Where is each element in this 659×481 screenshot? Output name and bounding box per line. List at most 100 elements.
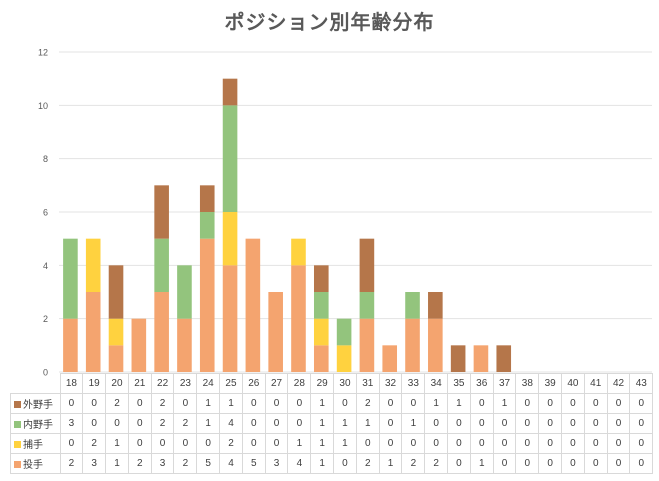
table-cell: 0: [447, 413, 471, 434]
x-tick-label: 27: [264, 373, 289, 394]
y-tick-label: 0: [43, 368, 48, 378]
x-tick-label: 25: [219, 373, 243, 394]
bar-segment-29-2: [313, 292, 329, 319]
table-cell: 0: [173, 393, 198, 414]
table-cell: 0: [515, 393, 540, 414]
bar-segment-29-0: [313, 345, 329, 372]
bar-segment-25-3: [222, 78, 238, 106]
y-tick-label: 2: [43, 314, 48, 324]
table-cell: 0: [561, 393, 585, 414]
legend-label: 投手: [23, 460, 43, 471]
table-cell: 0: [127, 433, 152, 454]
table-cell: 2: [355, 453, 380, 474]
x-tick-label: 18: [59, 373, 84, 394]
table-cell: 0: [82, 413, 107, 434]
table-cell: 0: [401, 393, 426, 414]
table-cell: 0: [105, 413, 129, 434]
table-cell: 0: [241, 413, 266, 434]
table-cell: 0: [264, 393, 289, 414]
table-cell: 1: [196, 393, 221, 414]
table-cell: 0: [606, 453, 631, 474]
legend-key: [14, 421, 21, 428]
bar-segment-22-3: [154, 185, 169, 239]
table-cell: 0: [264, 433, 289, 454]
bar-segment-21-0: [131, 318, 147, 372]
table-cell: 0: [287, 413, 312, 434]
table-cell: 1: [469, 453, 494, 474]
bar-segment-30-1: [336, 345, 352, 372]
table-cell: 0: [561, 413, 585, 434]
table-row: 外野手 0 0 2 0 2 0 1 1 0 0 0 1 0 2 0 0 1 1 0 1 0 0 0 0 0 0: [10, 393, 654, 414]
table-cell: 3: [59, 413, 84, 434]
bar-segment-28-1: [291, 238, 306, 266]
legend-entry: 捕手: [10, 433, 61, 454]
table-cell: 2: [150, 393, 175, 414]
table-cell: 2: [59, 453, 84, 474]
table-cell: 2: [150, 413, 175, 434]
table-cell: 0: [241, 433, 266, 454]
table-cell: 1: [333, 433, 357, 454]
table-cell: 0: [469, 413, 494, 434]
table-cell: 5: [241, 453, 266, 474]
bar-segment-18-2: [63, 238, 78, 319]
table-cell: 0: [515, 453, 540, 474]
y-tick-label: 10: [38, 101, 48, 111]
bar-segment-34-3: [428, 292, 443, 319]
table-cell: 0: [538, 393, 563, 414]
table-cell: 0: [378, 413, 403, 434]
table-cell: 0: [469, 433, 494, 454]
bar-segment-24-0: [199, 238, 215, 372]
table-cell: 0: [583, 413, 608, 434]
bar-segment-33-0: [405, 318, 420, 372]
table-row: 捕手 0 2 1 0 0 0 0 2 0 0 1 1 1 0 0 0 0 0 0 0 0 0 0 0 0 0: [10, 433, 654, 454]
table-cell: 1: [287, 433, 312, 454]
bar-segment-27-0: [268, 292, 283, 372]
table-cell: 2: [173, 453, 198, 474]
bar-segment-19-1: [85, 238, 101, 292]
table-cell: 1: [310, 433, 335, 454]
table-cell: 0: [264, 413, 289, 434]
bar-segment-25-1: [222, 212, 238, 266]
table-cell: 2: [355, 393, 380, 414]
bar-segment-22-2: [154, 238, 169, 292]
table-cell: 0: [583, 393, 608, 414]
x-tick-label: 41: [583, 373, 608, 394]
table-cell: 1: [105, 433, 129, 454]
x-tick-label: 33: [401, 373, 426, 394]
table-cell: 2: [401, 453, 426, 474]
bar-segment-24-2: [199, 212, 215, 239]
x-tick-label: 30: [333, 373, 357, 394]
x-tick-label: 29: [310, 373, 335, 394]
bar-segment-25-2: [222, 105, 238, 212]
bar-segment-29-1: [313, 318, 329, 346]
x-tick-label: 37: [492, 373, 517, 394]
legend-label: 外野手: [23, 400, 53, 411]
bar-segment-33-2: [405, 292, 420, 319]
table-cell: 4: [219, 453, 243, 474]
x-tick-label: 28: [287, 373, 312, 394]
bar-segment-36-0: [473, 345, 489, 372]
bar-segment-18-0: [63, 318, 78, 372]
table-cell: 0: [59, 393, 84, 414]
table-cell: 0: [401, 433, 426, 454]
x-tick-label: 39: [538, 373, 563, 394]
bar-segment-31-0: [359, 318, 375, 372]
table-row: 投手 2 3 1 2 3 2 5 4 5 3 4 1 0 2 1 2 2 0 1 0 0 0 0 0 0 0: [10, 453, 654, 474]
gridlines: [59, 51, 652, 373]
y-tick-label: 6: [43, 208, 48, 218]
bar-segment-20-3: [108, 265, 124, 319]
table-cell: 1: [355, 413, 380, 434]
table-cell: 1: [105, 453, 129, 474]
bar-segment-35-3: [450, 345, 466, 372]
chart-title: ポジション別年齢分布: [224, 10, 435, 34]
table-cell: 0: [355, 433, 380, 454]
table-cell: 2: [424, 453, 449, 474]
y-axis-ticks: 0 2 4 6 8 10 12: [38, 48, 48, 378]
x-tick-label: 36: [469, 373, 494, 394]
x-tick-label: 32: [378, 373, 403, 394]
table-cell: 0: [241, 393, 266, 414]
table-cell: 0: [59, 433, 84, 454]
y-tick-label: 12: [38, 48, 48, 58]
bar-segment-24-3: [199, 185, 215, 212]
